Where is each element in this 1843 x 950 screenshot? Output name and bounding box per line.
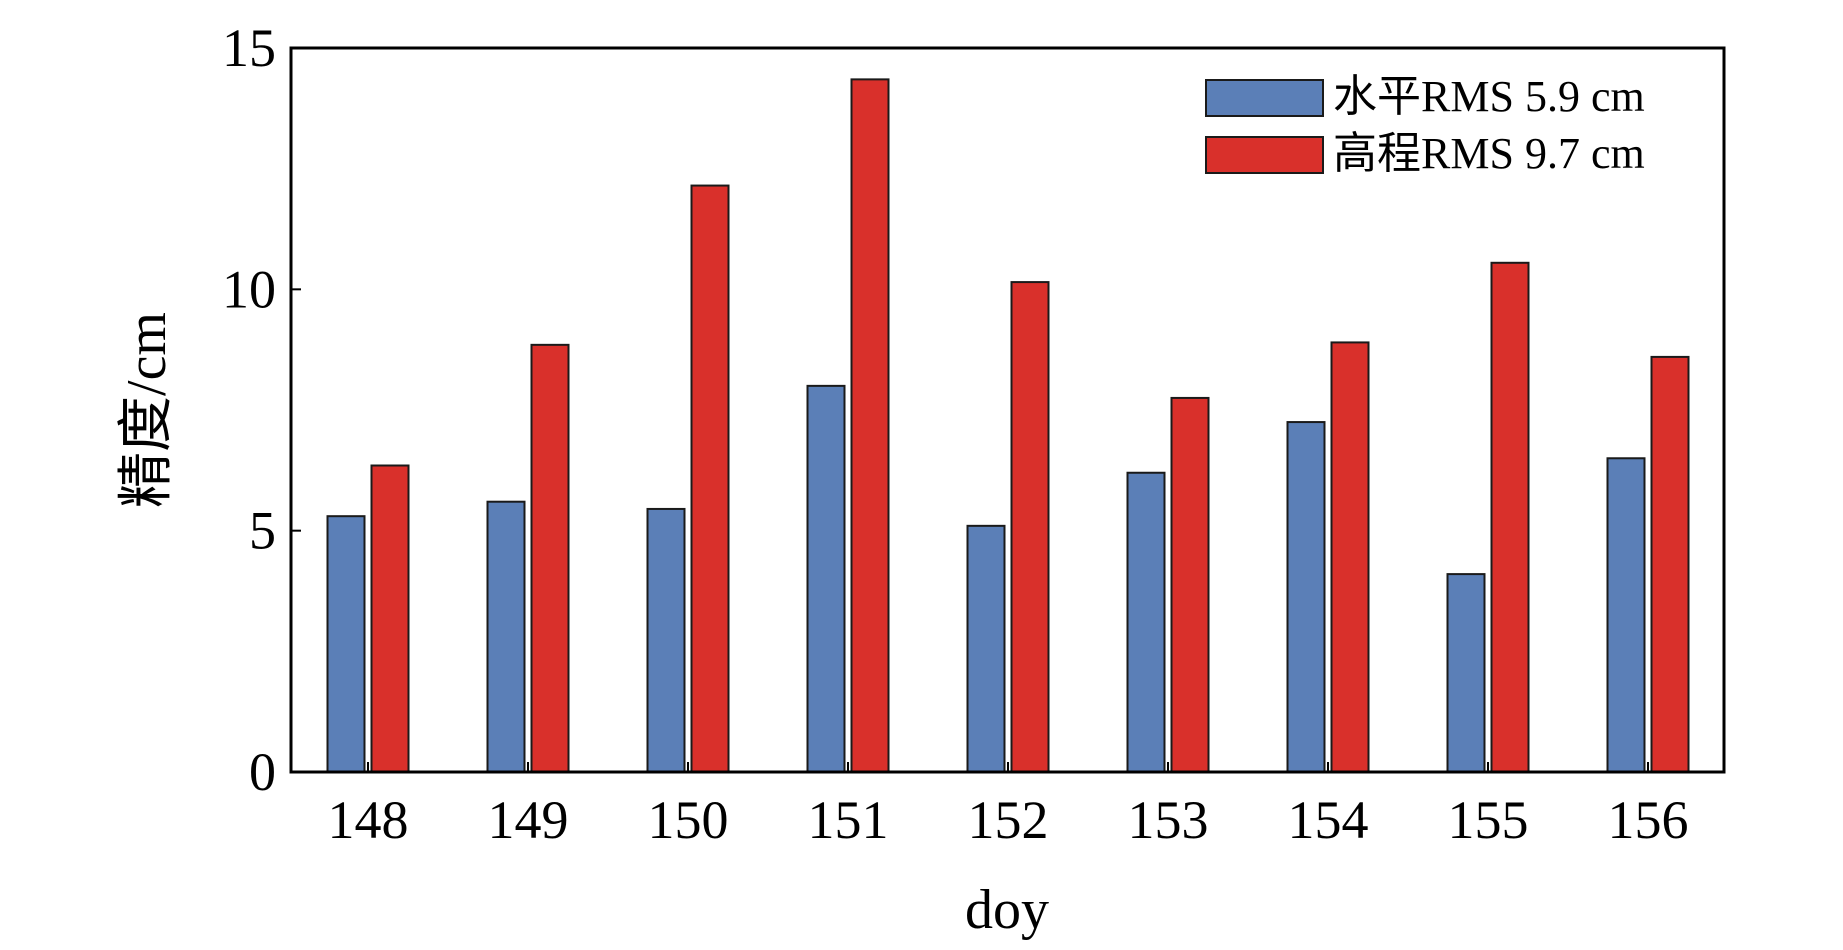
x-tick-label-152: 152: [968, 790, 1049, 850]
x-tick-label-148: 148: [328, 790, 409, 850]
plot-area-frame: [289, 46, 1726, 774]
bar-vertical-153: [1170, 396, 1210, 773]
legend-label-vertical: 高程RMS 9.7 cm: [1333, 129, 1645, 178]
bar-vertical-154: [1330, 341, 1370, 773]
x-tick-label-150: 150: [648, 790, 729, 850]
bar-vertical-156: [1650, 355, 1690, 773]
legend-swatch-horizontal: [1205, 79, 1324, 117]
bar-horizontal-154: [1286, 421, 1326, 773]
x-tick-label-153: 153: [1128, 790, 1209, 850]
y-axis-label: 精度/cm: [116, 312, 178, 508]
bar-horizontal-153: [1126, 471, 1166, 773]
bar-horizontal-156: [1606, 457, 1646, 773]
x-axis-label: doy: [965, 879, 1049, 941]
x-tick-label-149: 149: [488, 790, 569, 850]
bar-vertical-151: [850, 78, 890, 773]
bar-horizontal-149: [486, 500, 526, 773]
bar-horizontal-155: [1446, 573, 1486, 774]
legend-label-horizontal: 水平RMS 5.9 cm: [1333, 72, 1645, 121]
bar-horizontal-148: [326, 515, 366, 773]
bar-horizontal-152: [966, 524, 1006, 774]
y-tick-label-10: 10: [222, 259, 276, 319]
legend-swatch-vertical: [1205, 136, 1324, 174]
x-tick-label-151: 151: [808, 790, 889, 850]
ticks-layer: 148 149 150 151 152 153 154 155 156 0 5 10 15: [222, 18, 1689, 850]
legend: 水平RMS 5.9 cm 高程RMS 9.7 cm: [1205, 72, 1645, 178]
x-tick-label-155: 155: [1448, 790, 1529, 850]
bar-horizontal-150: [646, 507, 686, 773]
bar-vertical-150: [690, 184, 730, 773]
bar-vertical-148: [370, 464, 410, 773]
bar-vertical-152: [1010, 281, 1050, 773]
bar-vertical-149: [530, 343, 570, 773]
bars-layer: [326, 78, 1690, 774]
x-tick-label-156: 156: [1608, 790, 1689, 850]
y-tick-label-5: 5: [249, 501, 276, 561]
bar-horizontal-151: [806, 384, 846, 773]
y-tick-label-15: 15: [222, 18, 276, 78]
x-tick-label-154: 154: [1288, 790, 1369, 850]
y-tick-label-0: 0: [249, 742, 276, 802]
bar-vertical-155: [1490, 261, 1530, 773]
